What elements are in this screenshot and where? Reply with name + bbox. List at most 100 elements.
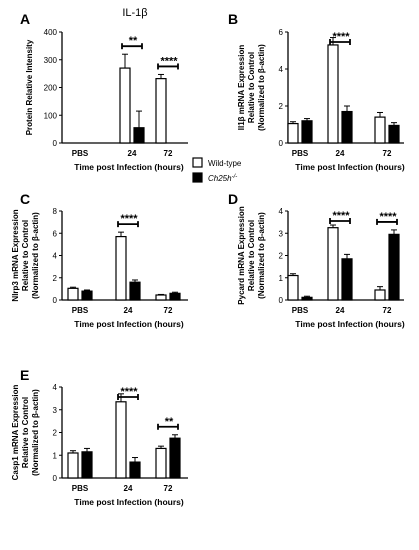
bar-d-ch25h-pbs [301,296,313,301]
y-axis-label-a: Protein Relative Intensity [25,39,34,135]
y-tick-label-e: 0 [53,474,58,483]
y-tick-label-a: 100 [44,111,58,120]
y-tick-label-c: 0 [53,296,58,305]
bar-b-ch25h-24 [341,110,353,144]
x-axis-label-d: Time post Infection (hours) [295,319,405,329]
y-tick-label-c: 8 [53,207,58,216]
x-tick-label-e: 24 [124,484,133,493]
y-axis-label-b: Relative to Control [247,52,256,123]
bar-b-wild-type-72 [374,116,386,144]
y-tick-label-d: 2 [279,252,284,261]
y-tick-label-b: 0 [279,139,284,148]
legend-swatch-ch25h [192,172,203,183]
panel-letter-e: E [20,367,29,383]
bar-c-wild-type-pbs [67,287,79,301]
bar-d-ch25h-24 [341,258,353,301]
x-tick-label-b: PBS [292,149,309,158]
y-tick-label-e: 2 [53,429,58,438]
y-tick-label-c: 4 [53,252,58,261]
y-tick-label-e: 4 [53,383,58,392]
significance-label-c: **** [120,213,138,225]
bar-b-wild-type-24 [327,44,339,144]
y-axis-label-c: Nlrp3 mRNA Expression [11,209,20,301]
bar-c-ch25h-24 [129,281,141,301]
y-tick-label-d: 1 [279,274,284,283]
bar-b-ch25h-pbs [301,120,313,144]
y-tick-label-e: 1 [53,451,58,460]
bar-b-ch25h-72 [388,124,400,144]
bar-c-ch25h-72 [169,292,181,301]
bar-c-wild-type-24 [115,235,127,301]
bar-d-wild-type-72 [374,289,386,301]
significance-label-e: **** [120,386,138,398]
y-axis-label-b: Il1β mRNA Expression [237,45,246,131]
bar-a-wild-type-24 [119,67,131,144]
significance-label-e: ** [165,416,174,428]
x-tick-label-a: 72 [164,149,173,158]
bar-e-wild-type-72 [155,447,167,479]
panel-letter-b: B [228,11,238,27]
y-axis-label-d: (Normalized to β-actin) [257,212,266,299]
panel-letter-d: D [228,191,238,207]
x-axis-label-b: Time post Infection (hours) [295,162,405,172]
bar-a-ch25h-24 [133,127,145,144]
bar-c-wild-type-72 [155,294,167,301]
panel-letter-c: C [20,191,30,207]
panel-letter-a: A [20,11,30,27]
y-axis-label-c: Relative to Control [21,220,30,291]
y-tick-label-a: 0 [53,139,58,148]
bar-d-wild-type-pbs [287,274,299,301]
y-axis-label-b: (Normalized to β-actin) [257,44,266,131]
bar-e-ch25h-24 [129,461,141,479]
y-tick-label-d: 0 [279,296,284,305]
x-axis-label-e: Time post Infection (hours) [74,497,184,507]
bar-e-ch25h-pbs [81,451,93,479]
x-tick-label-c: 72 [164,306,173,315]
bar-a-wild-type-72 [155,78,167,144]
x-tick-label-d: 72 [383,306,392,315]
bar-e-ch25h-72 [169,437,181,479]
x-tick-label-b: 24 [336,149,345,158]
y-tick-label-b: 4 [279,65,284,74]
y-axis-label-d: Relative to Control [247,220,256,291]
significance-label-a: ** [129,35,138,47]
bar-e-wild-type-pbs [67,452,79,479]
y-axis-label-c: (Normalized to β-actin) [31,212,40,299]
x-tick-label-e: 72 [164,484,173,493]
x-tick-label-c: PBS [72,306,89,315]
y-tick-label-b: 2 [279,102,284,111]
legend: Wild-type Ch25h-/- [192,157,242,183]
y-tick-label-d: 3 [279,229,284,238]
significance-label-d: **** [379,211,397,223]
bar-d-wild-type-24 [327,227,339,301]
y-tick-label-d: 4 [279,207,284,216]
significance-label-a: **** [160,55,178,67]
legend-swatch-wild-type [192,157,203,168]
bar-b-wild-type-pbs [287,122,299,144]
y-axis-label-e: (Normalized to β-actin) [31,389,40,476]
y-tick-label-b: 6 [279,28,284,37]
legend-label-ch25h: Ch25h-/- [208,174,237,183]
x-tick-label-d: 24 [336,306,345,315]
y-tick-label-a: 400 [44,28,58,37]
x-tick-label-e: PBS [72,484,89,493]
bar-e-wild-type-24 [115,401,127,479]
y-tick-label-a: 200 [44,84,58,93]
y-axis-label-e: Casp1 mRNA Expression [11,385,20,481]
y-tick-label-a: 300 [44,56,58,65]
x-axis-label-c: Time post Infection (hours) [74,319,184,329]
bar-d-ch25h-72 [388,233,400,301]
y-axis-label-d: Pycard mRNA Expression [237,206,246,305]
x-tick-label-b: 72 [383,149,392,158]
bar-c-ch25h-pbs [81,290,93,301]
legend-label-wild-type: Wild-type [208,159,242,168]
significance-label-d: **** [332,210,350,222]
y-axis-label-e: Relative to Control [21,397,30,468]
x-axis-label-a: Time post Infection (hours) [74,162,184,172]
y-tick-label-e: 3 [53,406,58,415]
y-tick-label-c: 2 [53,274,58,283]
x-tick-label-c: 24 [124,306,133,315]
x-tick-label-d: PBS [292,306,309,315]
significance-label-b: **** [332,31,350,43]
